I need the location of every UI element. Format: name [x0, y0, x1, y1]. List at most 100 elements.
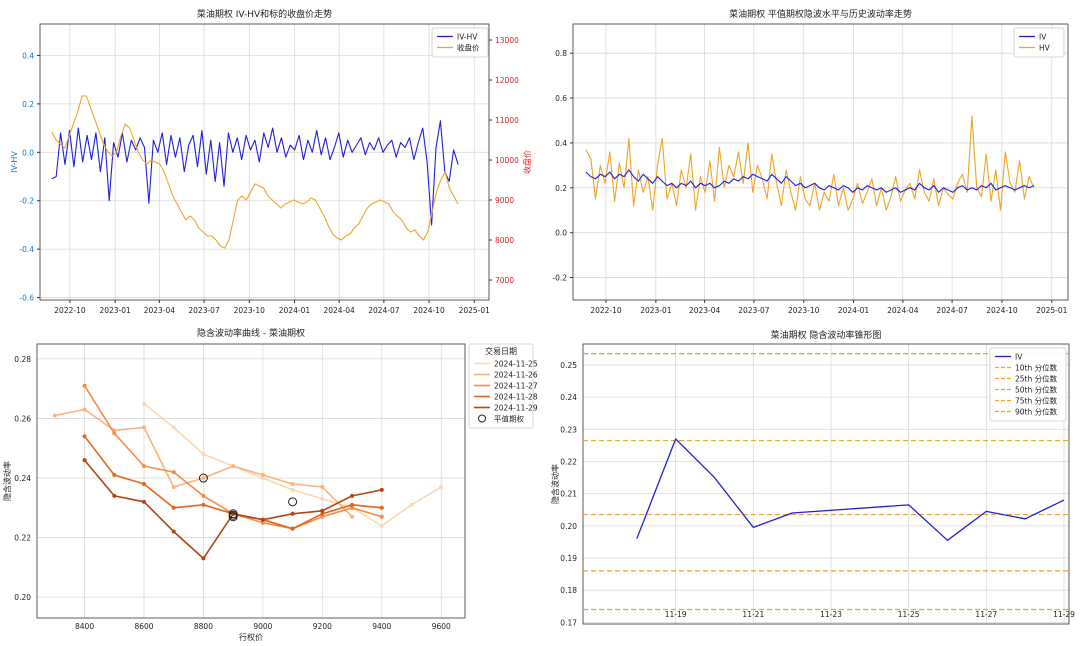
- smile-point: [290, 511, 295, 516]
- plot-frame: [582, 343, 1070, 625]
- x-tick-label: 2023-01: [99, 306, 131, 315]
- series-line: [585, 169, 1035, 193]
- atm-marker: [288, 497, 298, 507]
- x-tick-label: 2024-07: [936, 306, 968, 315]
- legend-box: [989, 347, 1067, 422]
- smile-point: [260, 473, 265, 478]
- smile-point: [350, 505, 355, 510]
- smile-point: [260, 476, 265, 481]
- smile-point: [171, 505, 176, 510]
- smile-point: [142, 499, 146, 504]
- legend-label: 90th 分位数: [1015, 407, 1058, 417]
- x-tick-label: 2023-01: [640, 306, 672, 315]
- smile-point: [260, 520, 265, 525]
- chart-title: 菜油期权 IV-HV和标的收盘价走势: [197, 8, 332, 20]
- y-tick-label: 0.6: [555, 94, 567, 103]
- smile-point: [142, 481, 146, 486]
- smile-point: [320, 508, 325, 513]
- legend-label: 2024-11-28: [494, 393, 538, 402]
- x-tick-label: 2023-07: [738, 306, 770, 315]
- x-tick-label: 11-23: [820, 610, 842, 619]
- smile-point: [171, 425, 176, 430]
- y-tick-label: 0.24: [560, 393, 577, 402]
- y2-tick-label: 7000: [495, 276, 514, 285]
- smile-point: [290, 481, 295, 486]
- smile-point: [142, 401, 146, 406]
- legend-label: 10th 分位数: [1015, 363, 1058, 373]
- smile-point: [112, 493, 117, 498]
- y2-tick-label: 10000: [495, 156, 519, 165]
- chart-atm-iv-hv: 菜油期权 平值期权隐波水平与历史波动率走势 -0.2 0.0 0.2 0.4 0.6 0.8…: [552, 8, 1069, 315]
- y2-axis-label: 收盘价: [522, 150, 532, 174]
- legend-label: 2024-11-27: [494, 382, 538, 391]
- smile-point: [52, 413, 57, 418]
- smile-point: [260, 517, 265, 522]
- x-tick-label: 2024-10: [413, 306, 445, 315]
- y-tick-label: -0.2: [552, 274, 567, 283]
- smile-point: [320, 514, 325, 519]
- x-tick-label: 9000: [253, 622, 272, 631]
- legend-box: [1013, 27, 1065, 58]
- y-tick-label: 0.28: [14, 355, 31, 364]
- y-tick-label: 0.25: [560, 361, 577, 370]
- x-tick-label: 9600: [432, 622, 451, 631]
- plot-frame: [572, 23, 1069, 301]
- legend-marker: [478, 414, 486, 423]
- x-tick-label: 2024-04: [887, 306, 919, 315]
- x-tick-label: 11-21: [742, 610, 764, 619]
- y2-tick-label: 11000: [495, 116, 519, 125]
- smile-point: [201, 556, 206, 561]
- series-line: [51, 95, 459, 249]
- x-tick-label: 2024-01: [279, 306, 311, 315]
- smile-point: [171, 470, 176, 475]
- legend-label: IV: [1039, 33, 1047, 42]
- smile-point: [201, 493, 206, 498]
- y-tick-label: 0.0: [22, 148, 34, 157]
- y-tick-label: 0.18: [560, 586, 577, 595]
- x-tick-label: 2025-01: [459, 306, 491, 315]
- smile-point: [350, 514, 355, 519]
- x-tick-label: 2025-01: [1036, 306, 1068, 315]
- smile-point: [231, 464, 236, 469]
- smile-point: [82, 434, 87, 439]
- legend-label: 平值期权: [494, 414, 524, 424]
- smile-point: [201, 452, 206, 457]
- y-tick-label: -0.4: [19, 245, 34, 254]
- smile-point: [82, 407, 87, 412]
- chart-iv-hv-close: 菜油期权 IV-HV和标的收盘价走势 -0.6 -0.4 -0.2 0.0 0.2 0.4 7…: [10, 8, 532, 315]
- smile-point: [320, 511, 325, 516]
- y-tick-label: 0.2: [555, 184, 567, 193]
- y-axis-label: 隐含波动率: [2, 461, 12, 501]
- legend-label: IV-HV: [457, 33, 478, 42]
- chart-title: 菜油期权 隐含波动率锥形图: [771, 329, 882, 341]
- y-tick-label: 0.22: [14, 534, 31, 543]
- x-tick-label: 8800: [194, 622, 213, 631]
- y-axis-label: 隐含波动率: [550, 464, 560, 504]
- series-line: [585, 115, 1035, 211]
- x-tick-label: 11-29: [1053, 610, 1075, 619]
- x-tick-label: 11-27: [975, 610, 997, 619]
- smile-point: [320, 484, 325, 489]
- y-tick-label: 0.17: [560, 618, 577, 627]
- smile-point: [82, 383, 87, 388]
- smile-point: [112, 473, 117, 478]
- chart-iv-cone: 菜油期权 隐含波动率锥形图 0.17 0.18 0.19 0.20 0.21 0.22 0.2…: [550, 329, 1075, 627]
- x-tick-label: 2023-10: [788, 306, 820, 315]
- x-tick-label: 8400: [75, 622, 94, 631]
- y-tick-label: 0.4: [22, 51, 34, 60]
- y-tick-label: -0.6: [19, 294, 34, 303]
- x-tick-label: 9400: [372, 622, 391, 631]
- x-tick-label: 2024-01: [838, 306, 870, 315]
- chart-iv-smile: 隐含波动率曲线 - 菜油期权 0.20 0.22 0.24 0.26 0.28 8400 86…: [2, 327, 538, 642]
- x-tick-label: 2022-10: [590, 306, 622, 315]
- smile-line: [143, 402, 442, 527]
- y-tick-label: 0.2: [22, 100, 34, 109]
- smile-point: [379, 523, 384, 528]
- legend-title: 交易日期: [485, 346, 517, 356]
- x-tick-label: 2023-10: [234, 306, 266, 315]
- smile-point: [171, 529, 176, 534]
- smile-point: [290, 487, 295, 492]
- x-tick-label: 11-19: [665, 610, 687, 619]
- y-tick-label: 0.20: [560, 522, 577, 531]
